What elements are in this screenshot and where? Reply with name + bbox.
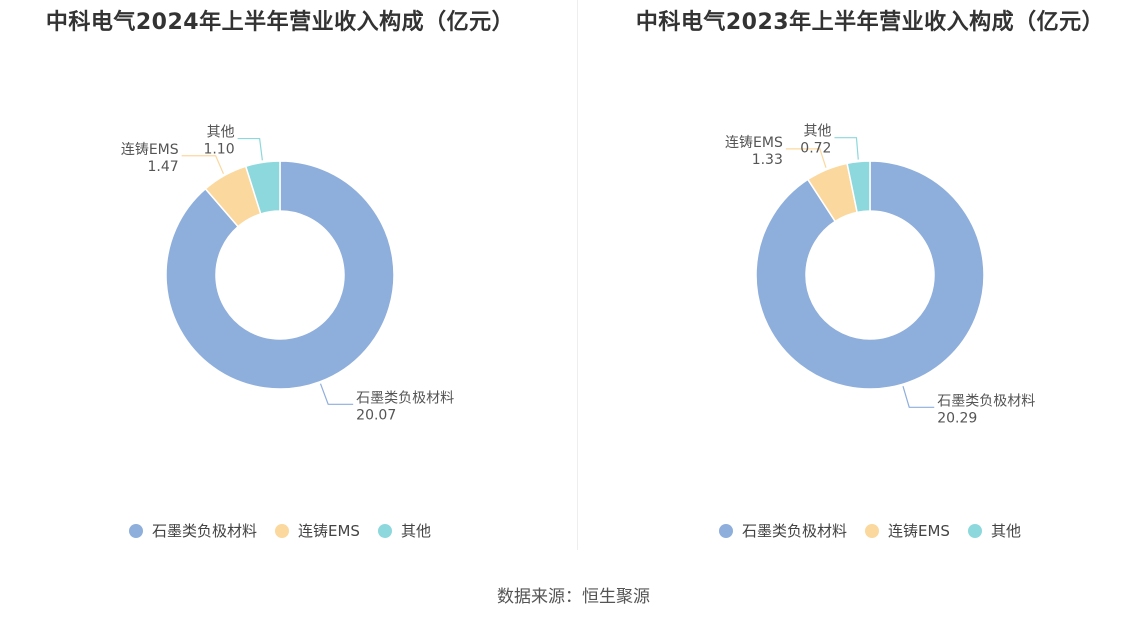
legend-item-other[interactable]: 其他 xyxy=(377,520,431,541)
chart-title-2023: 中科电气2023年上半年营业收入构成（亿元） xyxy=(635,10,1105,35)
legend-label-ems: 连铸EMS xyxy=(888,522,950,540)
legend-dot-other xyxy=(967,523,982,538)
leader-line-graphite xyxy=(319,383,354,405)
leader-line-other xyxy=(834,137,859,160)
legend-dot-ems xyxy=(865,523,880,538)
legend-item-graphite[interactable]: 石墨类负极材料 xyxy=(719,520,847,541)
legend-item-other[interactable]: 其他 xyxy=(967,520,1021,541)
chart-panel-2023: 中科电气2023年上半年营业收入构成（亿元） 石墨类负极材料 20.29 连铸EMS… xyxy=(590,0,1147,550)
slice-value-graphite: 20.29 xyxy=(937,410,977,426)
legend-label-ems: 连铸EMS xyxy=(298,522,360,540)
slice-label-graphite: 石墨类负极材料 xyxy=(937,393,1035,409)
leader-line-graphite xyxy=(902,386,935,408)
donut-slice-other[interactable] xyxy=(244,160,281,215)
legend-dot-other xyxy=(377,523,392,538)
legend-dot-graphite xyxy=(719,523,733,538)
leader-line-ems xyxy=(785,148,827,168)
legend-dot-ems xyxy=(275,523,290,538)
panel-divider xyxy=(577,0,578,550)
legend-label-other: 其他 xyxy=(400,522,431,540)
legend-dot-graphite xyxy=(129,523,143,538)
slice-label-other: 其他 xyxy=(207,125,235,141)
chart-panel-2024: 中科电气2024年上半年营业收入构成（亿元） 石墨类负极材料 20.07 连铸EMS… xyxy=(0,0,573,550)
donut-slice-graphite[interactable] xyxy=(755,160,985,390)
slice-label-ems: 连铸EMS xyxy=(121,142,179,158)
donut-slice-other[interactable] xyxy=(846,160,871,214)
slice-label-graphite: 石墨类负极材料 xyxy=(356,390,454,406)
legend-label-graphite: 石墨类负极材料 xyxy=(152,522,258,540)
chart-title-2024: 中科电气2024年上半年营业收入构成（亿元） xyxy=(45,10,515,35)
leader-line-other xyxy=(237,137,263,161)
slice-label-ems: 连铸EMS xyxy=(725,135,783,151)
legend-item-ems[interactable]: 连铸EMS xyxy=(865,520,950,541)
legend-2024: 石墨类负极材料 连铸EMS 其他 xyxy=(0,520,560,541)
slice-value-other: 1.10 xyxy=(203,142,234,158)
slice-value-ems: 1.47 xyxy=(147,159,178,175)
slice-value-graphite: 20.07 xyxy=(356,407,396,423)
legend-item-graphite[interactable]: 石墨类负极材料 xyxy=(129,520,257,541)
legend-item-ems[interactable]: 连铸EMS xyxy=(275,520,360,541)
slice-value-ems: 1.33 xyxy=(752,152,783,168)
legend-label-graphite: 石墨类负极材料 xyxy=(742,522,848,540)
legend-2023: 石墨类负极材料 连铸EMS 其他 xyxy=(590,520,1147,541)
slice-value-other: 0.72 xyxy=(800,141,831,157)
data-source-footer: 数据来源：恒生聚源 xyxy=(497,587,650,607)
legend-label-other: 其他 xyxy=(990,522,1021,540)
donut-slice-graphite[interactable] xyxy=(165,160,395,390)
leader-line-ems xyxy=(181,155,224,174)
slice-label-other: 其他 xyxy=(803,124,831,140)
